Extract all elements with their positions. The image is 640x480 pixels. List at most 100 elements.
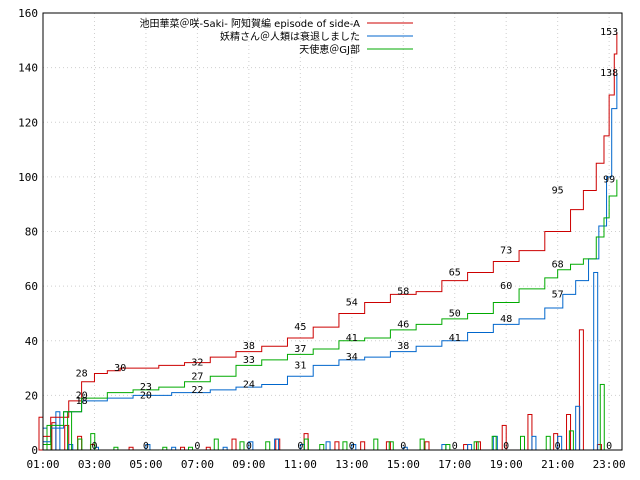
x-tick-label: 07:00 [181, 458, 214, 471]
x-tick-label: 09:00 [232, 458, 265, 471]
data-label: 73 [500, 246, 512, 257]
bar [42, 427, 48, 451]
bar [385, 441, 391, 451]
data-label: 41 [346, 333, 358, 344]
data-label: 30 [114, 363, 126, 374]
zero-label: 0 [349, 441, 355, 452]
x-tick-label: 01:00 [26, 458, 59, 471]
zero-label: 0 [297, 441, 303, 452]
data-label: 41 [449, 333, 461, 344]
x-tick-label: 03:00 [78, 458, 111, 471]
data-label: 37 [294, 344, 306, 355]
legend: 池田華菜＠咲-Saki- 阿知賀編 episode of side-A妖精さん＠… [140, 17, 413, 56]
data-label: 24 [243, 379, 255, 390]
data-label: 28 [76, 369, 88, 380]
bar [373, 438, 379, 451]
zero-label: 0 [143, 441, 149, 452]
legend-label: 妖精さん＠人類は衰退しました [220, 30, 360, 43]
data-label: 38 [243, 341, 255, 352]
series-line [43, 179, 618, 446]
bar [274, 438, 280, 451]
zero-label: 0 [91, 441, 97, 452]
data-label: 50 [449, 308, 461, 319]
bar [593, 271, 599, 451]
grid [42, 12, 622, 451]
bar [325, 441, 331, 451]
y-tick-label: 160 [18, 7, 38, 20]
bar [360, 441, 366, 451]
bar [492, 435, 498, 451]
bar [239, 441, 245, 451]
series-line [43, 73, 618, 443]
data-label: 20 [140, 390, 152, 401]
y-tick-label: 140 [18, 62, 38, 75]
data-label: 38 [397, 341, 409, 352]
data-label: 99 [603, 175, 615, 186]
data-label: 54 [346, 298, 358, 309]
bar [519, 435, 525, 451]
zero-label: 0 [555, 441, 561, 452]
data-label: 34 [346, 352, 358, 363]
x-tick-label: 13:00 [335, 458, 368, 471]
y-tick-label: 120 [18, 116, 38, 129]
data-label: 138 [600, 68, 618, 79]
bar [463, 444, 469, 451]
data-label: 95 [552, 186, 564, 197]
data-label: 48 [500, 314, 512, 325]
bar [424, 441, 430, 451]
y-tick-label: 100 [18, 171, 38, 184]
data-label: 31 [294, 360, 306, 371]
data-label: 153 [600, 27, 618, 38]
x-tick-label: 23:00 [593, 458, 626, 471]
axes: 0 20 40 60 80 100 120 140 160 01:00 03:00 05:00 07:0… [18, 7, 626, 471]
y-tick-label: 60 [25, 280, 38, 293]
data-label: 20 [76, 390, 88, 401]
y-tick-label: 20 [25, 389, 38, 402]
x-tick-label: 21:00 [541, 458, 574, 471]
data-label: 32 [191, 358, 203, 369]
bar [467, 444, 473, 451]
bar [388, 441, 394, 451]
y-tick-label: 40 [25, 335, 38, 348]
zero-label: 0 [503, 441, 509, 452]
zero-label: 0 [246, 441, 252, 452]
bar [68, 444, 74, 451]
bar [319, 444, 325, 451]
bar [568, 430, 574, 451]
y-tick-label: 80 [25, 226, 38, 239]
data-label: 57 [552, 289, 564, 300]
bar [491, 435, 497, 451]
bar [342, 441, 348, 451]
x-tick-label: 11:00 [284, 458, 317, 471]
bar [419, 438, 425, 451]
bar [213, 438, 219, 451]
y-tick-label: 0 [31, 444, 38, 457]
bar [566, 413, 572, 451]
data-label: 58 [397, 287, 409, 298]
bar [445, 444, 451, 451]
plot-frame [42, 12, 623, 451]
bar [334, 441, 340, 451]
data-label: 23 [140, 382, 152, 393]
data-label: 27 [191, 371, 203, 382]
bar [275, 438, 281, 451]
data-label: 18 [76, 396, 88, 407]
bar [64, 424, 70, 451]
legend-label: 天使恵＠GJ部 [299, 43, 360, 56]
lines [43, 32, 618, 446]
x-tick-label: 19:00 [490, 458, 523, 471]
data-label: 68 [552, 259, 564, 270]
x-tick-label: 15:00 [387, 458, 420, 471]
data-label: 45 [294, 322, 306, 333]
series-line [43, 32, 618, 437]
data-label: 46 [397, 319, 409, 330]
zero-label: 0 [194, 441, 200, 452]
data-label: 33 [243, 355, 255, 366]
bar [531, 435, 537, 451]
bar [51, 422, 57, 451]
bar [265, 441, 271, 451]
zero-label: 0 [400, 441, 406, 452]
data-label: 65 [449, 267, 461, 278]
